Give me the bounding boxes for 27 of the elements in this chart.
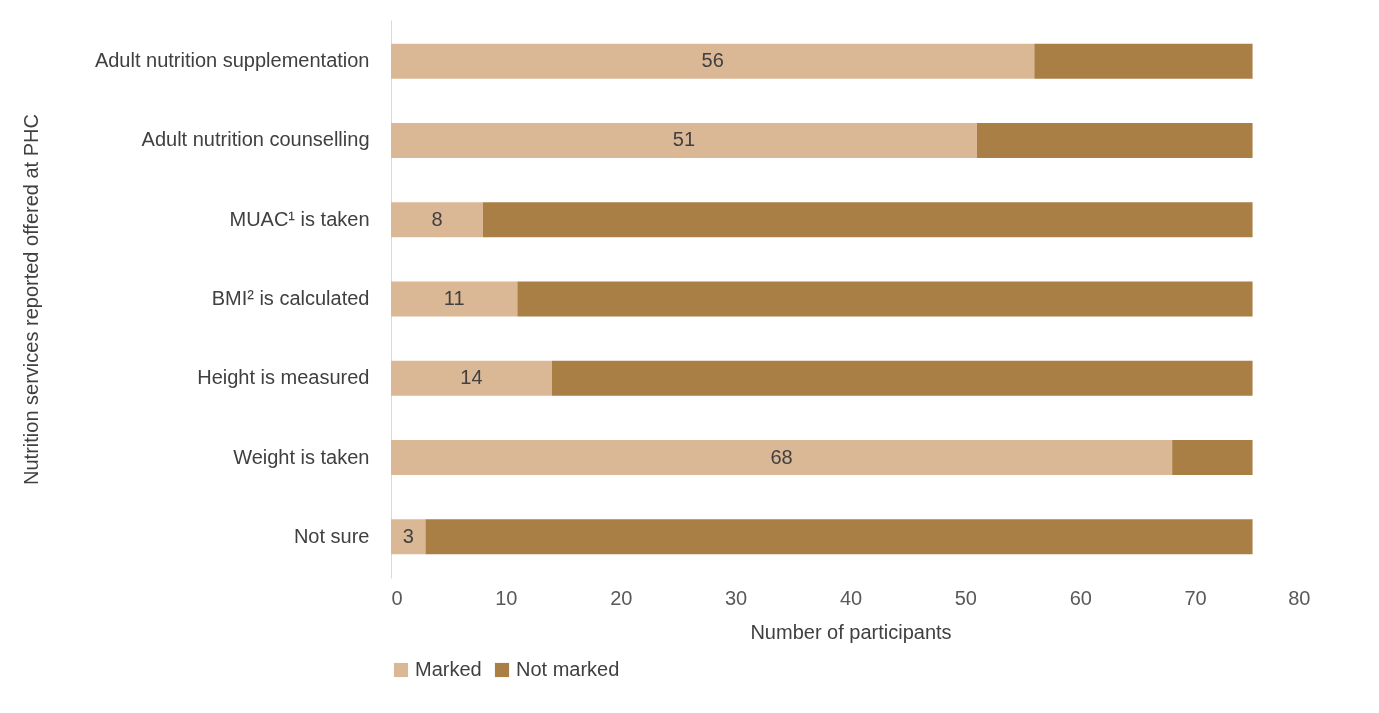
y-axis-title: Nutrition services reported offered at PHC: [19, 114, 42, 485]
data-label: 3: [402, 524, 414, 547]
legend-label: Marked: [415, 658, 482, 680]
y-tick-label: Adult nutrition supplementation: [94, 49, 370, 72]
data-label: 56: [701, 49, 724, 72]
y-tick-label: Adult nutrition counselling: [141, 128, 370, 151]
data-label: 51: [672, 128, 696, 151]
data-label: 8: [431, 207, 443, 230]
data-label: 11: [443, 287, 465, 309]
x-tick-label: 50: [954, 586, 977, 609]
y-tick-label: Not sure: [293, 524, 370, 547]
x-tick-label: 80: [1288, 586, 1311, 609]
x-tick-label: 70: [1184, 586, 1207, 609]
data-label: 14: [460, 366, 483, 389]
data-label: 68: [770, 445, 793, 468]
x-tick-label: 10: [495, 586, 518, 609]
x-tick-label: 60: [1069, 586, 1092, 609]
x-tick-label: 40: [839, 586, 863, 609]
y-tick-label: Weight is taken: [233, 445, 370, 468]
y-tick-label: Height is measured: [197, 366, 370, 389]
x-tick-label: 20: [610, 586, 633, 609]
legend-label: Not marked: [516, 658, 620, 680]
x-tick-label: 30: [725, 586, 748, 609]
y-tick-label: BMI² is calculated: [211, 287, 370, 309]
y-tick-label: MUAC¹ is taken: [229, 207, 370, 230]
x-tick-label: 0: [391, 586, 403, 609]
x-axis-title: Number of participants: [750, 620, 952, 643]
